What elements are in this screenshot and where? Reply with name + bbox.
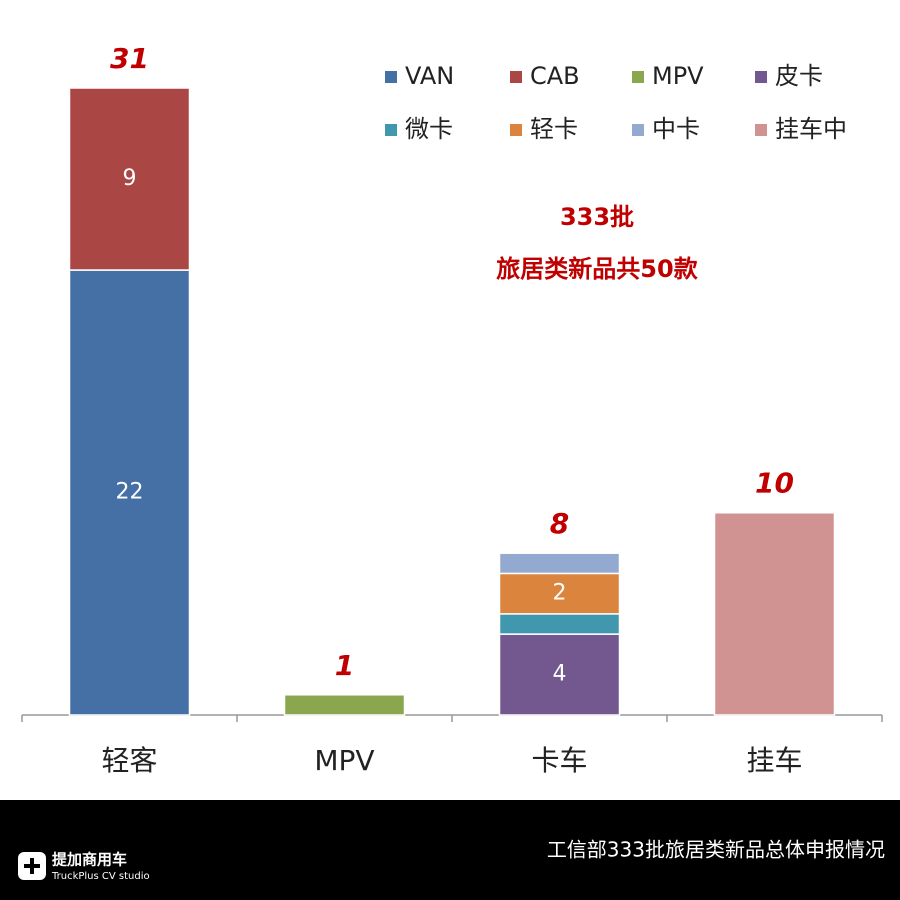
x-tick-label: MPV [314,744,374,777]
legend-swatch [755,124,767,136]
legend-label: 挂车中 [775,115,847,143]
annotation: 旅居类新品共50款 [496,255,698,283]
total-label: 10 [755,467,794,500]
logo-icon [18,852,46,880]
footer-bar [0,800,900,900]
legend-label: 中卡 [652,115,700,143]
legend-swatch [510,71,522,83]
legend-label: CAB [530,62,580,90]
bar-segment [498,552,621,575]
legend-swatch [385,71,397,83]
bar-segment [498,613,621,635]
value-label: 9 [123,166,137,191]
bar-segment [713,511,836,716]
annotation: 333批 [560,203,634,231]
total-label: 31 [110,42,149,75]
value-label: 2 [553,581,567,606]
legend-label: MPV [652,62,704,90]
legend-label: 微卡 [405,115,453,143]
legend-swatch [632,71,644,83]
legend-swatch [385,124,397,136]
legend-swatch [510,124,522,136]
value-label: 4 [553,662,567,687]
legend-label: VAN [405,62,454,90]
legend-label: 轻卡 [530,115,578,143]
bar-segment [283,694,406,716]
x-tick-label: 卡车 [531,744,587,777]
bar-segment [498,633,621,716]
x-tick-label: 轻客 [101,744,157,777]
total-label: 8 [550,507,569,540]
x-tick-label: 挂车 [746,744,802,777]
bar-segment [68,269,191,716]
bar-segment [498,572,621,615]
logo-subtext: TruckPlus CV studio [51,871,150,882]
bar-segment [68,87,191,271]
logo-text: 提加商用车 [52,851,127,869]
legend-label: 皮卡 [775,62,823,90]
legend-swatch [632,124,644,136]
footer-caption: 工信部333批旅居类新品总体申报情况 [547,838,885,862]
value-label: 22 [116,480,144,505]
total-label: 1 [335,649,354,682]
legend-swatch [755,71,767,83]
